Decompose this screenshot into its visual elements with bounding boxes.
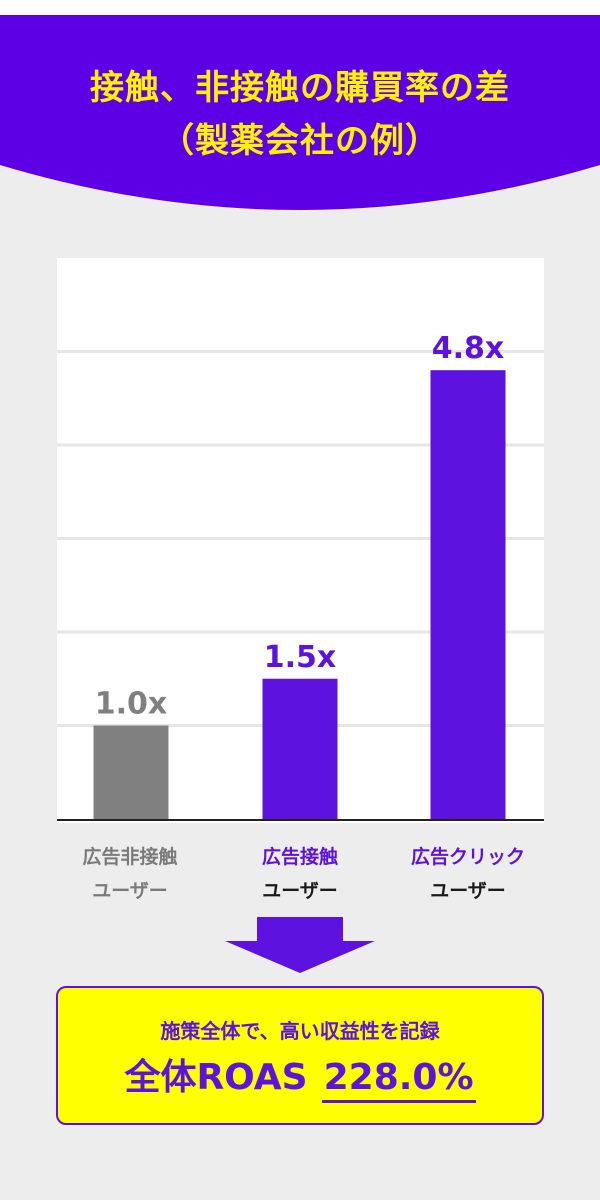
header-banner	[0, 0, 600, 210]
summary-subtitle: 施策全体で、高い収益性を記録	[160, 1019, 440, 1043]
bar-1	[93, 725, 169, 819]
roas-value: 228.0%	[321, 1057, 476, 1103]
down-arrow-icon	[225, 917, 375, 973]
x-label-click: 広告クリック ユーザー	[388, 840, 548, 908]
bar-2	[262, 678, 338, 819]
x-label-non-contact: 広告非接触 ユーザー	[50, 840, 210, 908]
x-label-line1: 広告接触	[261, 846, 338, 868]
x-label-line2: ユーザー	[92, 880, 168, 902]
page-subtitle: （製薬会社の例）	[160, 121, 440, 161]
x-label-contact: 広告接触 ユーザー	[220, 840, 380, 908]
x-label-line1: 広告クリック	[410, 846, 525, 868]
data-label-1: 1.0x	[95, 687, 168, 722]
x-label-line2: ユーザー	[430, 880, 506, 902]
bar-3	[430, 370, 506, 819]
data-label-3: 4.8x	[432, 331, 505, 366]
summary-box: 施策全体で、高い収益性を記録 全体ROAS 228.0%	[56, 986, 544, 1125]
bar-chart: 1.0x 1.5x 4.8x	[57, 331, 544, 821]
summary-headline: 全体ROAS 228.0%	[58, 1048, 542, 1103]
roas-label: 全体ROAS	[124, 1057, 308, 1098]
chart-panel: 1.0x 1.5x 4.8x	[57, 258, 544, 823]
data-label-2: 1.5x	[264, 640, 337, 675]
x-label-line2: ユーザー	[262, 880, 338, 902]
page-title: 接触、非接触の購買率の差	[90, 68, 510, 108]
x-label-line1: 広告非接触	[82, 846, 178, 868]
